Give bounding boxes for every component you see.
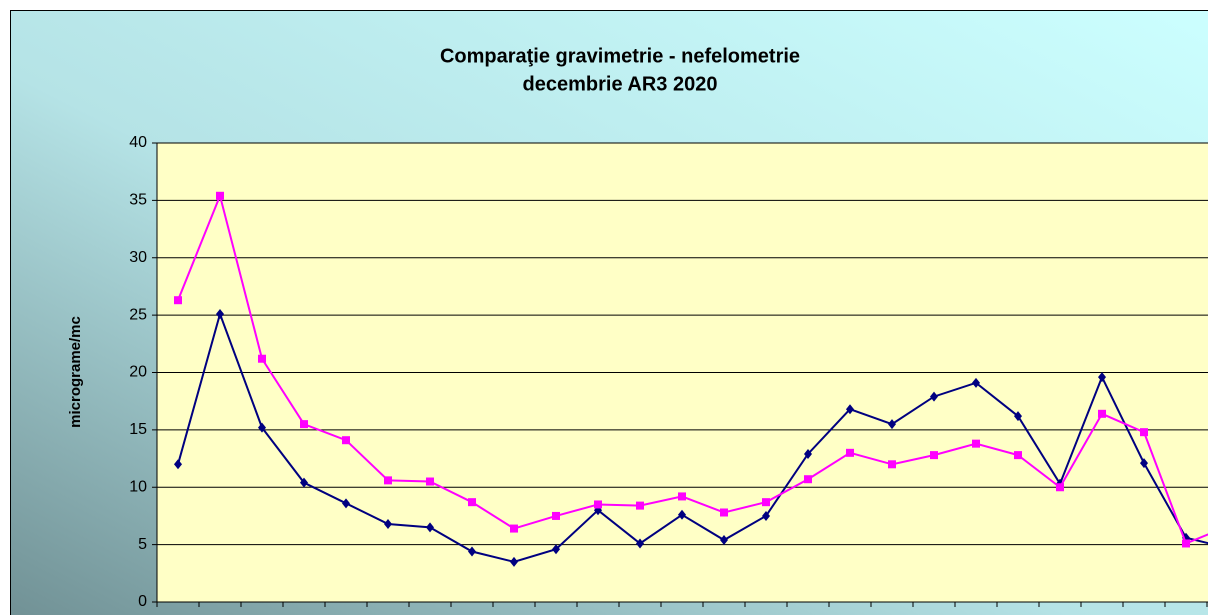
y-tick-label: 35	[129, 192, 147, 209]
marker	[426, 477, 434, 486]
marker	[552, 511, 560, 520]
marker	[888, 460, 896, 469]
y-tick-label: 25	[129, 306, 147, 323]
marker	[888, 419, 896, 430]
marker	[258, 422, 266, 433]
marker	[678, 509, 686, 520]
marker	[1098, 372, 1106, 383]
marker	[636, 538, 644, 549]
marker	[972, 377, 980, 388]
marker	[258, 354, 266, 363]
y-tick-label: 15	[129, 421, 147, 438]
marker	[1014, 411, 1022, 422]
marker	[804, 475, 812, 484]
marker	[300, 420, 308, 429]
marker	[468, 498, 476, 507]
marker	[804, 448, 812, 459]
marker	[1182, 539, 1190, 548]
marker	[426, 522, 434, 533]
marker	[216, 308, 224, 319]
y-tick-label: 30	[129, 249, 147, 266]
series-line	[177, 192, 1208, 545]
y-tick-label: 5	[138, 536, 147, 553]
series-line	[177, 310, 1208, 563]
marker	[342, 436, 350, 445]
marker	[762, 498, 770, 507]
y-tick-label: 20	[129, 364, 147, 381]
y-tick-label: 40	[129, 134, 147, 151]
marker	[1098, 409, 1106, 418]
marker	[384, 518, 392, 529]
marker	[1056, 483, 1064, 492]
marker	[720, 535, 728, 546]
y-tick-label: 0	[138, 593, 147, 610]
marker	[300, 477, 308, 488]
marker	[678, 492, 686, 501]
marker	[846, 448, 854, 457]
marker	[216, 191, 224, 200]
marker	[930, 391, 938, 402]
marker	[846, 404, 854, 415]
marker	[174, 459, 182, 470]
marker	[1014, 451, 1022, 460]
marker	[930, 451, 938, 460]
marker	[1140, 428, 1148, 437]
marker	[174, 296, 182, 305]
chart-subtitle: decembrie AR3 2020	[523, 73, 718, 95]
marker	[510, 524, 518, 533]
marker	[972, 439, 980, 448]
marker	[1140, 458, 1148, 469]
chart-title: Comparaţie gravimetrie - nefelometrie	[440, 45, 800, 67]
y-axis-title: micrograme/mc	[67, 316, 84, 428]
marker	[594, 500, 602, 509]
marker	[510, 556, 518, 567]
marker	[552, 544, 560, 555]
marker	[720, 508, 728, 517]
y-tick-label: 10	[129, 478, 147, 495]
marker	[636, 501, 644, 510]
marker	[384, 476, 392, 485]
marker	[468, 546, 476, 557]
marker	[762, 510, 770, 521]
marker	[342, 498, 350, 509]
